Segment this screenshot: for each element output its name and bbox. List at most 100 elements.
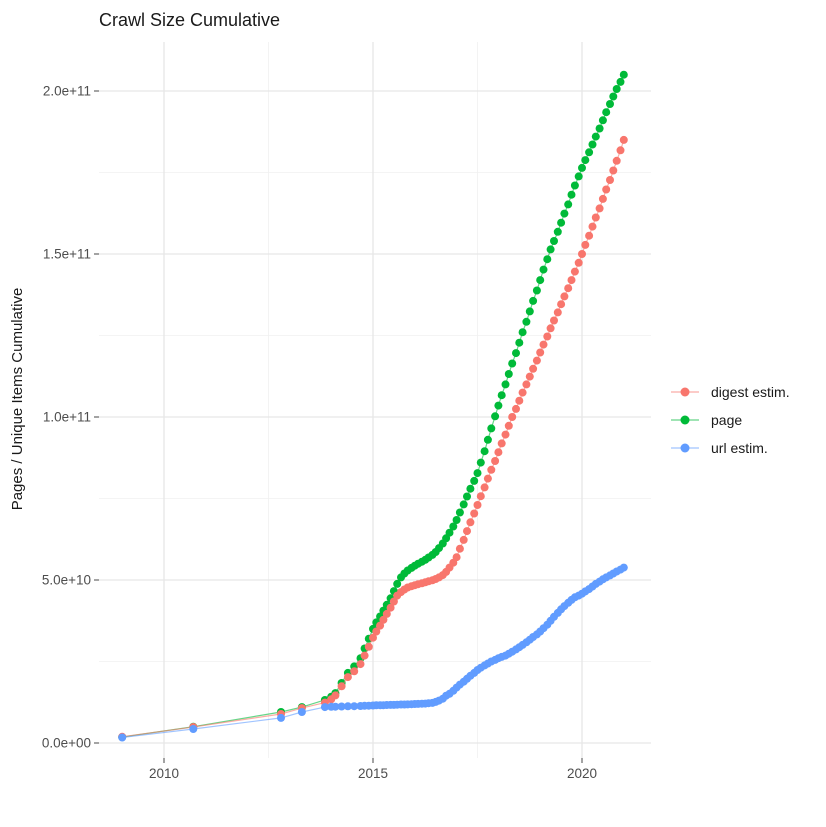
data-point <box>452 516 461 524</box>
data-point <box>574 258 583 267</box>
data-point <box>512 349 520 358</box>
data-point <box>543 255 552 264</box>
data-point <box>494 401 503 410</box>
data-point <box>508 359 517 368</box>
legend-label-digest-estim: digest estim. <box>711 384 790 400</box>
data-point <box>476 458 485 467</box>
data-point <box>376 621 385 630</box>
data-point <box>578 163 586 172</box>
data-point <box>476 492 485 501</box>
data-point <box>459 500 468 509</box>
data-point <box>470 509 479 518</box>
data-point <box>337 682 346 691</box>
data-point <box>588 140 597 149</box>
data-point <box>473 469 482 478</box>
legend-item-page: page <box>671 412 742 428</box>
data-point <box>297 708 306 716</box>
data-point <box>518 388 527 397</box>
data-point <box>529 364 538 373</box>
data-point <box>532 356 541 365</box>
data-point <box>320 703 329 712</box>
data-point <box>581 240 590 249</box>
data-point <box>532 286 541 295</box>
data-point <box>581 156 590 165</box>
data-point <box>602 108 611 117</box>
data-point <box>606 176 614 184</box>
legend-item-url-estim: url estim. <box>671 440 768 456</box>
data-point <box>525 372 534 381</box>
data-point <box>393 579 402 588</box>
data-point <box>619 135 628 144</box>
data-point <box>512 404 520 413</box>
data-point <box>557 218 566 227</box>
data-point <box>609 92 618 101</box>
data-point <box>616 77 625 86</box>
data-point <box>539 265 548 274</box>
data-point <box>189 725 198 733</box>
data-point <box>343 702 352 711</box>
data-point <box>483 435 492 444</box>
data-point <box>578 250 586 258</box>
data-point <box>379 615 388 624</box>
data-point <box>560 292 569 301</box>
y-tick-label: 0.0e+00 <box>42 736 91 751</box>
data-point <box>455 508 464 517</box>
data-point <box>466 484 475 493</box>
data-point <box>536 348 545 357</box>
y-tick-label: 5.0e+10 <box>42 573 91 588</box>
data-point <box>445 528 454 537</box>
data-point <box>591 213 600 222</box>
data-point <box>619 70 628 79</box>
data-point <box>564 284 573 293</box>
data-point <box>277 713 285 722</box>
gridlines-major <box>99 42 651 758</box>
series-page <box>118 70 628 742</box>
data-point <box>564 200 573 209</box>
data-point <box>508 413 517 421</box>
data-point <box>463 492 471 501</box>
data-point <box>356 660 365 669</box>
series-digest-estim <box>118 135 628 741</box>
data-point <box>550 237 558 245</box>
data-point <box>602 185 611 194</box>
data-point <box>463 527 471 536</box>
data-point <box>372 627 381 636</box>
legend: digest estim. page url estim. <box>671 384 790 456</box>
data-point <box>612 85 621 93</box>
data-point <box>522 317 531 326</box>
data-point <box>612 156 621 165</box>
legend-label-page: page <box>711 412 742 428</box>
legend-label-url-estim: url estim. <box>711 440 768 456</box>
data-point <box>518 328 527 337</box>
data-point <box>567 190 576 199</box>
series-url-estim <box>118 563 628 742</box>
data-point <box>480 483 489 492</box>
legend-key-dot-page <box>680 415 690 425</box>
data-point <box>501 380 510 389</box>
data-point <box>337 702 346 711</box>
data-point <box>567 276 576 285</box>
legend-key-dot-url-estim <box>680 443 690 453</box>
data-point <box>570 267 579 276</box>
data-point <box>595 204 604 213</box>
data-point <box>588 222 597 231</box>
data-point <box>585 231 594 240</box>
data-point <box>452 553 461 562</box>
gridlines-minor <box>99 42 651 758</box>
data-point <box>543 332 552 341</box>
data-point <box>501 430 510 439</box>
data-point <box>491 412 500 421</box>
data-point <box>619 563 628 572</box>
data-point <box>360 651 369 660</box>
data-point <box>553 308 562 317</box>
data-point <box>331 702 340 711</box>
data-point <box>455 544 464 553</box>
data-point <box>470 476 479 485</box>
data-point <box>487 465 496 474</box>
chart-title: Crawl Size Cumulative <box>99 10 280 30</box>
data-point <box>504 370 513 378</box>
data-point <box>449 522 458 531</box>
data-point <box>515 338 524 347</box>
